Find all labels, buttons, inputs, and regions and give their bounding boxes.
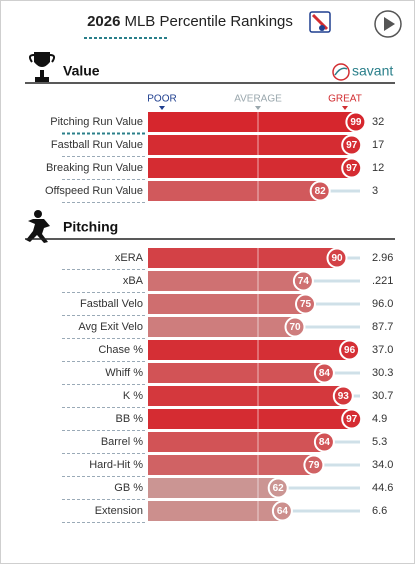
percentile-value: 96 (344, 345, 356, 356)
metric-label: Extension (95, 505, 143, 517)
percentile-bar (148, 294, 306, 314)
percentile-value: 97 (346, 163, 358, 174)
metric-label: Avg Exit Velo (78, 321, 143, 333)
scale-tick (255, 106, 261, 110)
percentile-bar (148, 478, 279, 498)
stat-value: 3 (372, 185, 378, 197)
stat-value: 44.6 (372, 482, 393, 494)
metric-label: Hard-Hit % (89, 459, 143, 471)
percentile-bar (148, 432, 325, 452)
percentile-circle (339, 339, 361, 361)
percentile-circle (284, 316, 306, 338)
section-title: Pitching (63, 219, 118, 235)
stat-value: 4.9 (372, 413, 387, 425)
title-year: 2026 (87, 13, 120, 30)
scale-tick (159, 106, 165, 110)
percentile-bar (148, 501, 283, 521)
metric-label: Chase % (98, 344, 143, 356)
percentile-value: 62 (273, 483, 285, 494)
stat-value: 6.6 (372, 505, 387, 517)
scale-average: AVERAGE (234, 94, 282, 105)
stat-value: 2.96 (372, 252, 393, 264)
metric-label: GB % (114, 482, 143, 494)
stat-value: 37.0 (372, 344, 393, 356)
percentile-circle (313, 431, 335, 453)
percentile-bar (148, 248, 337, 268)
percentile-bar (148, 112, 356, 132)
stat-value: 34.0 (372, 459, 393, 471)
percentile-circle (326, 247, 348, 269)
percentile-value: 64 (277, 506, 289, 517)
stat-value: .221 (372, 275, 393, 287)
scale-poor: POOR (147, 94, 176, 105)
percentile-circle (295, 293, 316, 315)
brand-name: savant (352, 63, 393, 79)
percentile-circle (292, 270, 314, 292)
stat-value: 30.3 (372, 367, 393, 379)
percentile-bar (148, 363, 325, 383)
stat-value: 96.0 (372, 298, 393, 310)
percentile-bar (148, 340, 350, 360)
vs-icon (309, 11, 331, 33)
metric-label: Barrel % (101, 436, 143, 448)
page-title: 2026 MLB Percentile Rankings (87, 13, 293, 30)
percentile-value: 84 (319, 437, 331, 448)
stat-value: 5.3 (372, 436, 387, 448)
metric-label: Pitching Run Value (50, 116, 143, 128)
percentile-circle (309, 180, 331, 202)
percentile-value: 84 (319, 368, 331, 379)
savant-logo (332, 63, 350, 81)
percentile-circle (341, 408, 363, 430)
percentile-circle (345, 111, 367, 133)
scale-tick (342, 106, 348, 110)
percentile-value: 79 (308, 460, 320, 471)
stat-value: 12 (372, 162, 384, 174)
percentile-value: 93 (338, 391, 350, 402)
stat-value: 17 (372, 139, 384, 151)
percentile-bar (148, 409, 352, 429)
percentile-bar (148, 135, 352, 155)
percentile-value: 70 (289, 322, 301, 333)
percentile-value: 99 (350, 117, 362, 128)
percentile-circle (332, 385, 354, 407)
section-title: Value (63, 63, 100, 79)
metric-label: Offspeed Run Value (45, 185, 143, 197)
percentile-value: 97 (346, 140, 358, 151)
percentile-circle (271, 500, 293, 522)
percentile-value: 74 (298, 276, 310, 287)
metric-label: Fastball Run Value (51, 139, 143, 151)
metric-label: xBA (123, 275, 144, 287)
metric-label: Fastball Velo (80, 298, 143, 310)
play-button[interactable] (374, 10, 402, 38)
percentile-bar (148, 386, 344, 406)
percentile-circle (267, 477, 289, 499)
title-text: MLB Percentile Rankings (124, 13, 292, 30)
percentile-value: 75 (300, 299, 312, 310)
percentile-bar (148, 455, 314, 475)
trophy-icon (28, 52, 56, 82)
percentile-circle (313, 362, 335, 384)
percentile-value: 97 (346, 414, 358, 425)
stat-value: 87.7 (372, 321, 393, 333)
pitcher-icon (26, 210, 50, 243)
stat-value: 32 (372, 116, 384, 128)
metric-label: Breaking Run Value (46, 162, 143, 174)
scale-great: GREAT (328, 94, 362, 105)
percentile-bar (148, 158, 352, 178)
percentile-value: 82 (315, 186, 327, 197)
stat-value: 30.7 (372, 390, 393, 402)
percentile-value: 90 (331, 253, 343, 264)
metric-label: xERA (115, 252, 144, 264)
metric-label: BB % (115, 413, 143, 425)
percentile-bar (148, 181, 321, 201)
metric-label: Whiff % (105, 367, 143, 379)
percentile-circle (303, 454, 325, 476)
percentile-bar (148, 271, 304, 291)
percentile-circle (341, 134, 363, 156)
metric-label: K % (123, 390, 143, 402)
percentile-bar (148, 317, 295, 337)
percentile-circle (341, 157, 363, 179)
